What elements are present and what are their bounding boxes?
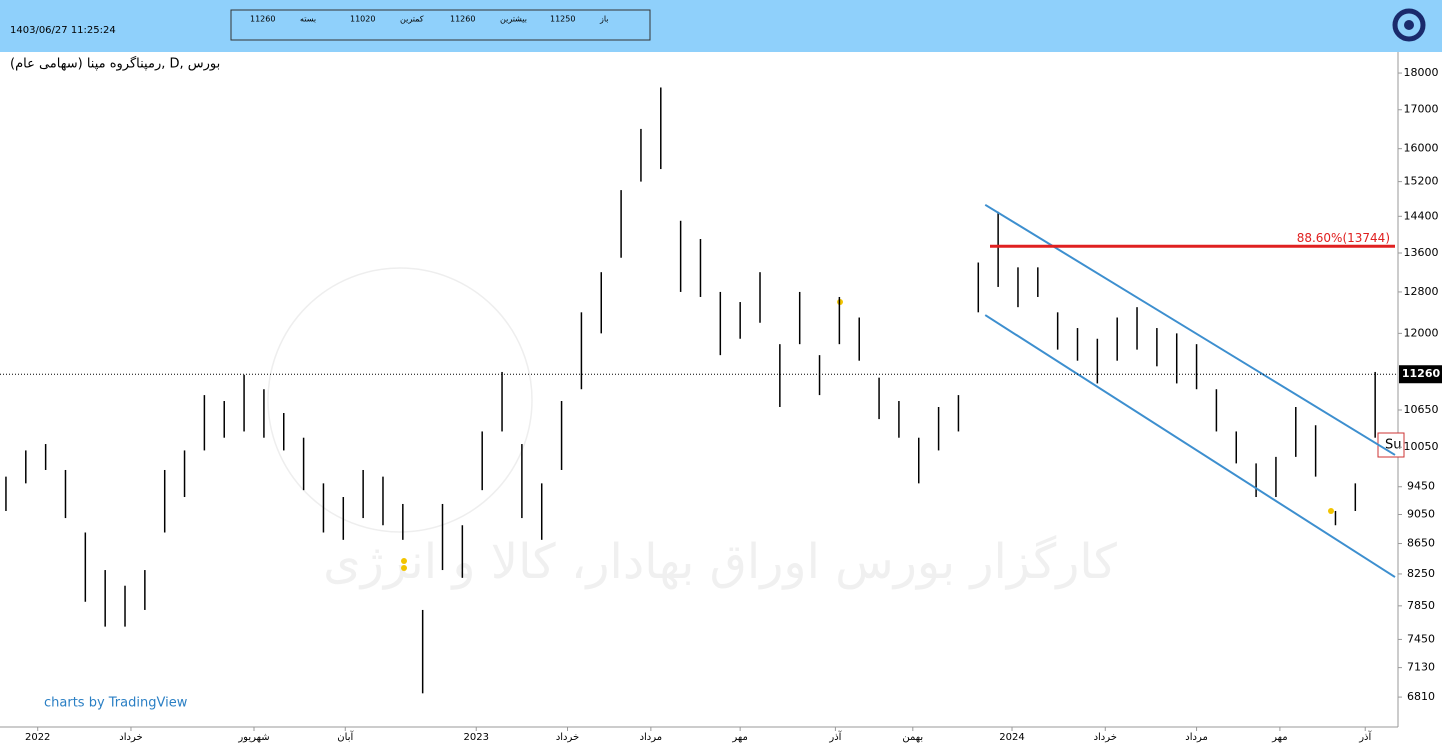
y-tick-label: 10050: [1404, 440, 1439, 453]
quote-value: 11260: [450, 15, 475, 24]
marker: [401, 558, 407, 564]
y-tick-label: 16000: [1404, 142, 1439, 155]
channel-line: [984, 314, 1396, 578]
x-tick-label: آبان: [337, 730, 354, 743]
y-tick-label: 15200: [1404, 175, 1439, 188]
label-su: Su: [1385, 438, 1402, 453]
y-tick-label: 7450: [1407, 632, 1435, 645]
y-tick-label: 9050: [1407, 508, 1435, 521]
y-tick-label: 18000: [1404, 66, 1439, 79]
y-tick-label: 13600: [1404, 246, 1439, 259]
y-tick-label: 6810: [1407, 690, 1435, 703]
x-tick-label: مهر: [731, 732, 747, 743]
x-tick-label: خرداد: [1094, 732, 1117, 743]
x-tick-label: 2022: [25, 732, 50, 743]
last-price-label: 11260: [1402, 367, 1441, 380]
y-tick-label: 7130: [1407, 661, 1435, 674]
quote-value: 11260: [250, 15, 275, 24]
watermark: کارگزار بورس اوراق بهادار، کالا و انرژی: [323, 534, 1117, 590]
x-tick-label: 2023: [464, 732, 489, 743]
x-tick-label: مرداد: [640, 732, 663, 743]
y-tick-label: 9450: [1407, 480, 1435, 493]
quote-value: 11020: [350, 15, 375, 24]
marker: [401, 565, 407, 571]
quote-value: 11250: [550, 15, 575, 24]
last-price-box: [1399, 365, 1442, 384]
header-band: [0, 0, 1442, 52]
x-tick-label: آذر: [1358, 730, 1372, 743]
y-tick-label: 12000: [1404, 326, 1439, 339]
quote-box: [230, 9, 651, 41]
y-tick-label: 8650: [1407, 537, 1435, 550]
y-tick-label: 17000: [1404, 103, 1439, 116]
x-tick-label: آذر: [828, 730, 842, 743]
x-tick-label: 2024: [999, 732, 1024, 743]
quote-label: بیشترین: [500, 15, 527, 24]
y-tick-label: 8250: [1407, 567, 1435, 580]
x-tick-label: بهمن: [902, 732, 923, 743]
x-tick-label: مرداد: [1185, 732, 1208, 743]
x-tick-label: خرداد: [556, 732, 579, 743]
x-tick-label: مهر: [1271, 732, 1287, 743]
logo: [1392, 8, 1426, 42]
marker: [1328, 508, 1334, 514]
quote-label: کمترین: [400, 15, 424, 24]
watermark-logo: [267, 267, 533, 533]
x-tick-label: شهریور: [237, 732, 269, 743]
y-tick-label: 14400: [1404, 209, 1439, 222]
timestamp: 1403/06/27 11:25:24: [10, 25, 116, 36]
logo-dot: [1404, 20, 1414, 30]
chart-title: رمپناگروه مپنا (سهامی عام), D, بورس: [10, 56, 220, 72]
fib-label: 88.60%(13744): [1297, 231, 1390, 245]
credit: charts by TradingView: [44, 696, 188, 711]
y-tick-label: 7850: [1407, 599, 1435, 612]
quote-label: بسته: [300, 15, 316, 24]
x-tick-label: خرداد: [119, 732, 142, 743]
y-tick-label: 12800: [1404, 285, 1439, 298]
quote-label: باز: [599, 15, 609, 24]
y-tick-label: 10650: [1404, 403, 1439, 416]
